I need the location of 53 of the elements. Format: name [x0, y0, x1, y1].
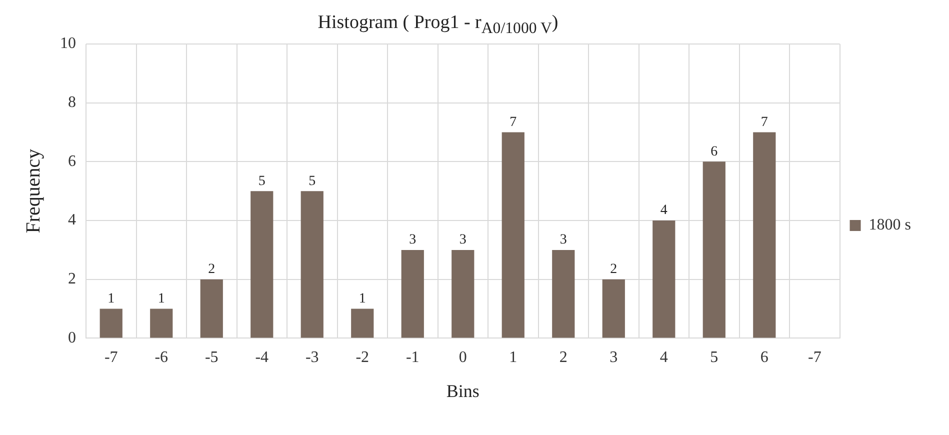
data-label: 6: [710, 144, 718, 160]
bar: [401, 250, 424, 338]
x-tick-label: 6: [760, 349, 768, 366]
bar: [200, 279, 223, 338]
x-tick-label: -6: [154, 349, 168, 366]
x-tick-label: 3: [610, 349, 618, 366]
y-tick-label: 2: [68, 270, 76, 288]
x-tick-label: -7: [808, 349, 822, 366]
y-tick-label: 4: [68, 212, 76, 229]
bar: [702, 162, 726, 338]
data-label: 1: [108, 291, 115, 306]
x-tick-label: 0: [458, 349, 467, 366]
data-label: 2: [610, 262, 618, 278]
bar: [452, 250, 474, 338]
bar: [602, 279, 625, 338]
y-axis-title: Frequency: [22, 148, 44, 234]
y-tick-label: 0: [68, 329, 76, 346]
y-tick-label: 10: [60, 35, 76, 52]
bar: [552, 250, 575, 338]
x-tick-label: 1: [509, 349, 518, 366]
data-label: 5: [308, 174, 316, 189]
x-tick-label: -3: [305, 349, 319, 366]
bar: [150, 308, 173, 338]
data-label: 2: [208, 262, 216, 278]
data-label: 3: [409, 232, 416, 248]
x-tick-label: 2: [559, 349, 568, 366]
x-tick-label: 5: [710, 349, 718, 366]
chart-title: Histogram ( Prog1 - r$_{A0/1000 V}$): [318, 12, 558, 37]
data-label: 7: [510, 114, 517, 130]
data-label: 1: [358, 291, 366, 306]
legend-label: 1800 s: [868, 216, 912, 234]
x-tick-label: -4: [255, 349, 269, 366]
x-axis-title: Bins: [446, 380, 480, 401]
data-label: 1: [158, 291, 165, 306]
data-label: 3: [560, 232, 567, 248]
bar: [250, 191, 274, 338]
x-tick-label: -7: [104, 349, 118, 366]
x-tick-label: -2: [356, 349, 370, 366]
x-tick-label: 4: [660, 349, 668, 366]
y-tick-label: 8: [68, 94, 76, 112]
data-label: 3: [459, 232, 466, 248]
bar: [351, 308, 374, 338]
bar: [502, 132, 524, 338]
y-tick-label: 6: [68, 152, 76, 170]
x-tick-label: -1: [406, 349, 420, 366]
x-tick-label: -5: [204, 349, 218, 366]
data-label: 7: [760, 114, 768, 130]
data-label: 4: [660, 203, 668, 218]
data-label: 5: [258, 174, 266, 189]
bar: [753, 132, 776, 338]
bar: [652, 220, 676, 338]
bar: [300, 191, 324, 338]
bar: [100, 308, 122, 338]
